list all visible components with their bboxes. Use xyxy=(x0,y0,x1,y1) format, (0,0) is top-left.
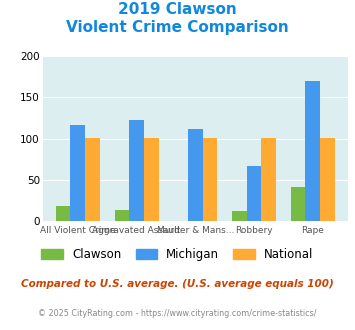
Bar xyxy=(56,206,71,221)
Text: Compared to U.S. average. (U.S. average equals 100): Compared to U.S. average. (U.S. average … xyxy=(21,279,334,289)
Text: © 2025 CityRating.com - https://www.cityrating.com/crime-statistics/: © 2025 CityRating.com - https://www.city… xyxy=(38,309,317,317)
Bar xyxy=(115,210,129,221)
Bar xyxy=(320,138,335,221)
Bar xyxy=(129,119,144,221)
Text: Murder & Mans...: Murder & Mans... xyxy=(157,226,234,235)
Bar xyxy=(305,81,320,221)
Text: Rape: Rape xyxy=(301,226,324,235)
Bar xyxy=(261,138,276,221)
Text: Robbery: Robbery xyxy=(235,226,273,235)
Bar xyxy=(188,129,203,221)
Text: Aggravated Assault: Aggravated Assault xyxy=(92,226,181,235)
Bar xyxy=(247,166,261,221)
Legend: Clawson, Michigan, National: Clawson, Michigan, National xyxy=(37,244,318,266)
Bar xyxy=(71,125,85,221)
Bar xyxy=(203,138,217,221)
Bar xyxy=(85,138,100,221)
Text: Violent Crime Comparison: Violent Crime Comparison xyxy=(66,20,289,35)
Bar xyxy=(232,211,247,221)
Bar xyxy=(291,187,305,221)
Text: All Violent Crime: All Violent Crime xyxy=(40,226,116,235)
Bar xyxy=(144,138,159,221)
Text: 2019 Clawson: 2019 Clawson xyxy=(118,2,237,16)
